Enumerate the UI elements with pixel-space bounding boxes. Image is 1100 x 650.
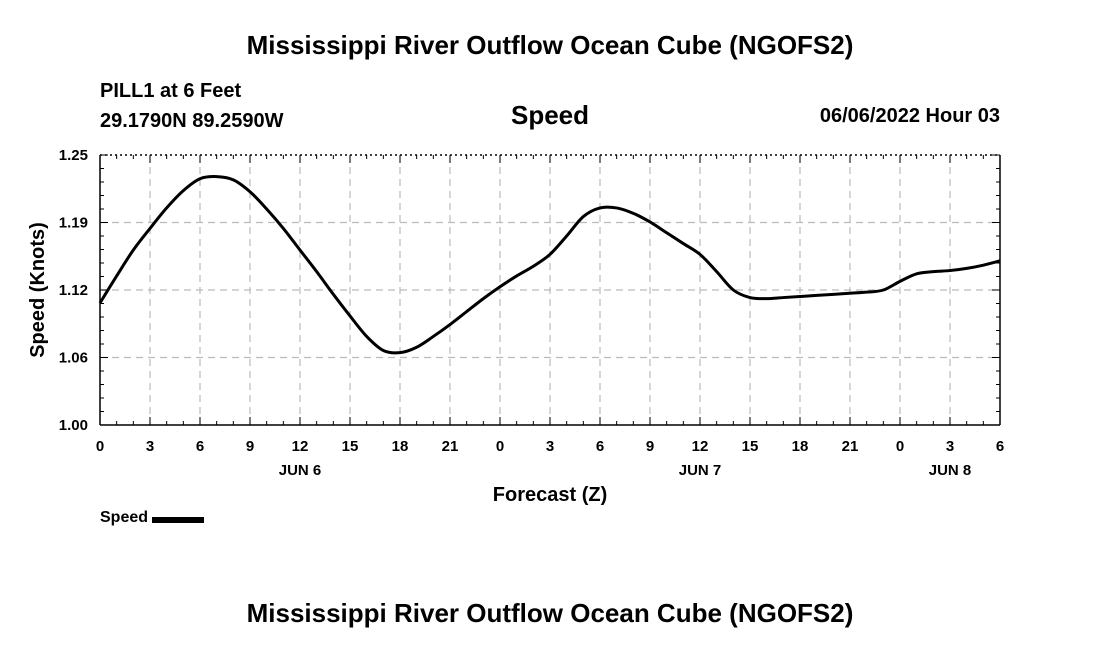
x-tick-label: 3 [946, 438, 954, 455]
y-tick-label: 1.19 [59, 215, 88, 232]
x-tick-label: 6 [196, 438, 204, 455]
x-tick-label: 15 [742, 438, 759, 455]
x-tick-label: 3 [146, 438, 154, 455]
day-label: JUN 8 [929, 462, 972, 479]
y-axis-label: Speed (Knots) [27, 222, 49, 358]
station-coordinates: 29.1790N 89.2590W [100, 110, 284, 132]
chart-subtitle: Speed [510, 100, 590, 130]
chart-title: Mississippi River Outflow Ocean Cube (NG… [246, 30, 854, 60]
day-label: JUN 6 [279, 462, 322, 479]
x-tick-label: 3 [546, 438, 554, 455]
x-tick-label: 12 [292, 438, 309, 455]
x-tick-label: 21 [842, 438, 859, 455]
y-tick-label: 1.00 [59, 417, 88, 434]
station-info: PILL1 at 6 Feet 29.1790N 89.2590W [100, 76, 283, 136]
x-tick-label: 6 [996, 438, 1004, 455]
x-tick-label: 21 [442, 438, 459, 455]
y-tick-label: 1.12 [59, 282, 88, 299]
footer-title: Mississippi River Outflow Ocean Cube (NG… [246, 598, 854, 628]
series-line-speed [98, 175, 1001, 355]
legend: Speed [100, 509, 205, 527]
x-tick-label: 0 [896, 438, 904, 455]
x-tick-label: 6 [596, 438, 604, 455]
x-tick-label: 18 [392, 438, 409, 455]
x-tick-label: 0 [496, 438, 504, 455]
x-tick-label: 9 [646, 438, 654, 455]
legend-swatch [152, 516, 205, 523]
x-tick-label: 18 [792, 438, 809, 455]
x-tick-label: 15 [342, 438, 359, 455]
x-tick-label: 0 [96, 438, 104, 455]
station-name: PILL1 at 6 Feet [100, 80, 242, 102]
forecast-datetime: 06/06/2022 Hour 03 [819, 105, 1000, 127]
y-tick-label: 1.06 [59, 350, 88, 367]
legend-label: Speed [100, 509, 149, 526]
x-tick-label: 12 [692, 438, 709, 455]
x-tick-label: 9 [246, 438, 254, 455]
y-tick-label: 1.25 [59, 147, 88, 164]
x-axis-label: Forecast (Z) [493, 484, 607, 506]
day-label: JUN 7 [679, 462, 722, 479]
